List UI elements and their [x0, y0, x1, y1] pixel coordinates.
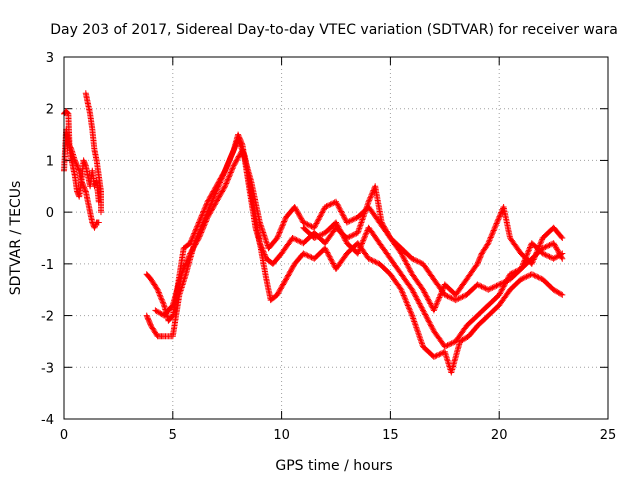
y-tick-label: -3	[41, 361, 54, 376]
x-tick-label: 25	[600, 428, 617, 443]
marker-trace	[152, 147, 566, 319]
y-tick-label: 0	[46, 206, 54, 221]
y-tick-label: 3	[46, 51, 54, 66]
y-tick-label: 1	[46, 154, 54, 169]
series-trace-e	[143, 136, 566, 376]
marker-trace	[82, 90, 104, 216]
gridlines	[64, 57, 608, 419]
series-trace-g	[300, 219, 566, 350]
tick-labels: 0 5 10 15 20 25 -4 -3 -2 -1 0 1 2 3	[41, 51, 616, 443]
series-trace-f	[152, 147, 566, 319]
data-markers	[61, 90, 566, 376]
x-tick-label: 20	[491, 428, 508, 443]
y-tick-label: -4	[41, 413, 54, 428]
chart-title-group: Day 203 of 2017, Sidereal Day-to-day VTE…	[50, 22, 618, 38]
series-trace-c	[82, 90, 104, 216]
x-tick-label: 10	[273, 428, 290, 443]
chart-title: Day 203 of 2017, Sidereal Day-to-day VTE…	[50, 22, 618, 38]
y-tick-label: -1	[41, 258, 54, 273]
x-tick-label: 5	[169, 428, 177, 443]
plot-frame	[63, 56, 609, 420]
marker-trace	[143, 136, 566, 376]
x-axis-label: GPS time / hours	[275, 458, 392, 474]
y-axis-label: SDTVAR / TECUs	[8, 181, 24, 296]
marker-trace	[300, 219, 566, 350]
axis-ticks	[63, 56, 609, 420]
y-tick-label: -2	[41, 310, 54, 325]
x-tick-label: 0	[60, 428, 68, 443]
x-tick-label: 15	[382, 428, 399, 443]
y-tick-label: 2	[46, 103, 54, 118]
